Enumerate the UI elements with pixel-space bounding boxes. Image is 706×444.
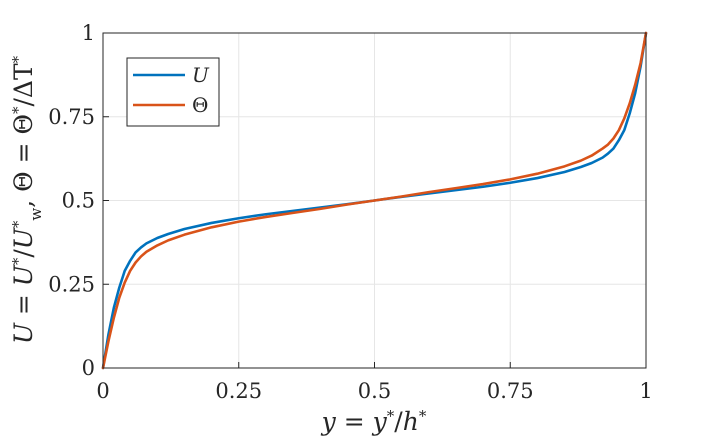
x-tick-label: 0.75 [487, 379, 534, 403]
ticks: 0 0.25 0.5 0.75 1 0 0.25 0.5 0.75 1 [48, 21, 652, 403]
y-tick-label: 1 [82, 21, 95, 45]
x-axis-label: y = y*/h* [321, 407, 427, 436]
x-tick-label: 0.25 [215, 379, 262, 403]
y-tick-label: 0.5 [62, 189, 95, 213]
legend-label-u: U [192, 63, 210, 87]
series-line-theta [101, 31, 648, 370]
legend-box [126, 57, 220, 127]
x-tick-label: 0 [96, 379, 109, 403]
x-tick-label: 1 [639, 379, 652, 403]
y-axis-label: U = U*/U*w, Θ = Θ*/ΔT* [9, 55, 45, 344]
x-tick-label: 0.5 [358, 379, 391, 403]
legend: U Θ [126, 57, 220, 127]
series-group [101, 31, 648, 370]
legend-label-theta: Θ [192, 93, 208, 117]
y-tick-label: 0.75 [48, 105, 95, 129]
y-tick-label: 0 [82, 356, 95, 380]
y-tick-label: 0.25 [48, 272, 95, 296]
